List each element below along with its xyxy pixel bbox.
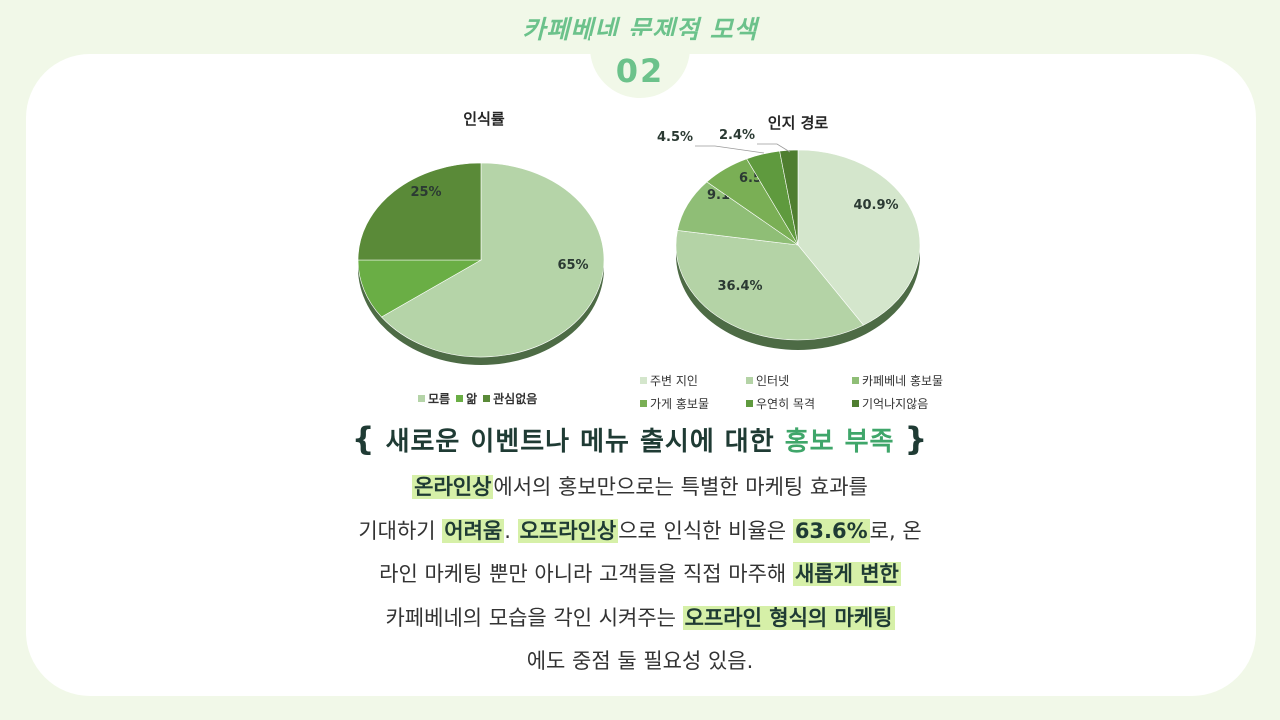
- legend-swatch: [418, 395, 425, 402]
- section-number: 02: [615, 52, 665, 90]
- data-label-0: 65%: [557, 258, 588, 273]
- legend-swatch: [746, 400, 753, 407]
- legend-swatch: [640, 377, 647, 384]
- legend-item: 카페베네 홍보물: [852, 372, 958, 389]
- legend-swatch: [852, 377, 859, 384]
- legend-item: 관심없음: [483, 390, 537, 407]
- body-text: 기대하기: [358, 518, 443, 543]
- body-line-2: 기대하기 어려움. 오프라인상으로 인식한 비율은 63.6%로, 온: [300, 510, 980, 554]
- legend-swatch: [852, 400, 859, 407]
- legend-label: 기억나지않음: [862, 397, 929, 411]
- heading-text: 새로운 이벤트나 메뉴 출시에 대한: [385, 427, 785, 457]
- body-text: 에도 중점 둘 필요성 있음.: [526, 649, 754, 673]
- data-label-1: 36.4%: [717, 279, 762, 294]
- heading-accent: 홍보 부족: [784, 427, 895, 457]
- body-text: .: [504, 518, 518, 543]
- left-brace: {: [351, 420, 376, 458]
- body-line-4: 카페베네의 모습을 각인 시켜주는 오프라인 형식의 마케팅: [300, 597, 980, 641]
- leader-line-1: [757, 143, 791, 153]
- pie-slice-0: [381, 162, 605, 358]
- body-line-5: 에도 중점 둘 필요성 있음.: [300, 640, 980, 684]
- body-line-1: 온라인상에서의 홍보만으로는 특별한 마케팅 효과를: [300, 466, 980, 510]
- pie-chart-channel: 40.9%36.4%9.1%6.5%4.5% 2.4%: [657, 128, 921, 350]
- legend-item: 모름: [418, 390, 450, 407]
- pie-slice-2: [357, 162, 482, 261]
- body-text: 로, 온: [869, 518, 922, 543]
- data-label-4: 4.5%: [657, 130, 693, 145]
- legend-swatch: [483, 395, 491, 402]
- pie-slice-1: [675, 230, 864, 341]
- legend-label: 모름: [428, 392, 451, 406]
- chart1-title: 인식률: [463, 110, 505, 128]
- legend-item: 우연히 목격: [746, 395, 852, 412]
- legend-swatch: [746, 377, 753, 384]
- legend-item: 가게 홍보물: [640, 395, 746, 412]
- right-brace: }: [904, 420, 929, 458]
- content-card: [26, 54, 1256, 696]
- body-paragraph: 온라인상에서의 홍보만으로는 특별한 마케팅 효과를 기대하기 어려움. 오프라…: [300, 466, 980, 684]
- highlight: 오프라인 형식의 마케팅: [682, 605, 895, 630]
- section-heading: { 새로운 이벤트나 메뉴 출시에 대한 홍보 부족 }: [0, 420, 1280, 458]
- legend-item: 기억나지않음: [852, 395, 958, 412]
- highlight: 새롭게 변한: [792, 562, 901, 586]
- legend-label: 우연히 목격: [756, 397, 816, 411]
- data-label-5: 2.4%: [719, 128, 755, 143]
- legend-swatch: [640, 400, 647, 407]
- legend-swatch: [456, 395, 464, 402]
- legend-label: 카페베네 홍보물: [862, 374, 944, 388]
- pie-slice-1: [357, 259, 483, 318]
- highlight: 63.6%: [792, 518, 870, 543]
- body-text: 에서의 홍보만으로는 특별한 마케팅 효과를: [493, 475, 868, 499]
- pie-slice-0: [797, 149, 921, 326]
- legend-label: 인터넷: [756, 374, 790, 388]
- body-text: 카페베네의 모습을 각인 시켜주는: [385, 605, 683, 630]
- data-label-2: 25%: [410, 185, 441, 200]
- data-label-0: 40.9%: [853, 198, 898, 213]
- chart2-title: 인지 경로: [768, 114, 829, 132]
- body-text: 으로 인식한 비율은: [618, 518, 793, 543]
- leader-line-0: [695, 145, 765, 154]
- legend-label: 관심없음: [493, 392, 538, 406]
- legend-item: 주변 지인: [640, 372, 746, 389]
- highlight: 어려움: [442, 518, 505, 543]
- highlight: 오프라인상: [517, 518, 619, 543]
- body-text: 라인 마케팅 뿐만 아니라 고객들을 직접 마주해: [379, 562, 793, 586]
- legend-awareness: 모름 앎 관심없음: [418, 390, 543, 407]
- legend-item: 인터넷: [746, 372, 852, 389]
- legend-label: 주변 지인: [650, 374, 698, 388]
- pie-chart-awareness: 65%10%25%: [357, 162, 605, 365]
- legend-label: 가게 홍보물: [650, 397, 710, 411]
- highlight: 온라인상: [412, 475, 494, 499]
- body-line-3: 라인 마케팅 뿐만 아니라 고객들을 직접 마주해 새롭게 변한: [300, 553, 980, 597]
- legend-label: 앎: [466, 392, 478, 406]
- pie-slice-5: [779, 149, 799, 246]
- legend-item: 앎: [456, 390, 477, 407]
